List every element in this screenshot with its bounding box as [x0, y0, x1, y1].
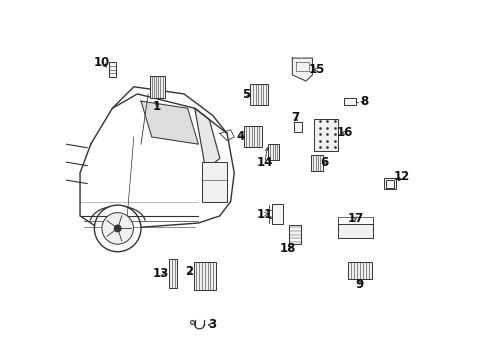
Text: 1: 1 — [153, 100, 161, 113]
Circle shape — [115, 225, 121, 231]
Bar — [344, 98, 356, 105]
Bar — [250, 84, 269, 105]
Bar — [202, 162, 227, 202]
Bar — [347, 262, 372, 279]
Bar — [385, 178, 396, 189]
Bar — [149, 76, 165, 98]
Polygon shape — [293, 58, 313, 81]
Bar — [194, 262, 216, 291]
Text: 15: 15 — [309, 63, 325, 76]
Polygon shape — [141, 101, 198, 144]
Text: 10: 10 — [94, 56, 110, 69]
Text: 17: 17 — [347, 212, 364, 225]
Text: 8: 8 — [360, 95, 368, 108]
Text: 16: 16 — [337, 126, 353, 139]
Text: 5: 5 — [242, 88, 250, 101]
Text: 3: 3 — [209, 318, 217, 331]
Bar — [244, 126, 262, 147]
Text: 13: 13 — [152, 267, 169, 280]
Text: 7: 7 — [291, 112, 299, 125]
Circle shape — [95, 205, 141, 252]
Text: 2: 2 — [185, 265, 194, 278]
Bar — [109, 62, 116, 77]
Text: 11: 11 — [257, 208, 273, 221]
Bar — [314, 119, 338, 151]
Bar — [170, 259, 177, 288]
Bar — [386, 180, 394, 188]
Bar — [294, 122, 302, 132]
Bar — [311, 154, 323, 171]
Bar — [338, 224, 373, 238]
Text: 18: 18 — [280, 242, 296, 255]
Text: 12: 12 — [394, 170, 410, 183]
Polygon shape — [195, 108, 220, 169]
Circle shape — [102, 213, 133, 244]
Text: 6: 6 — [320, 156, 328, 169]
Bar — [290, 225, 301, 244]
Text: 4: 4 — [237, 130, 245, 143]
Bar — [272, 204, 283, 224]
Text: 9: 9 — [356, 278, 364, 291]
Text: 14: 14 — [257, 156, 273, 169]
Bar — [268, 144, 279, 160]
